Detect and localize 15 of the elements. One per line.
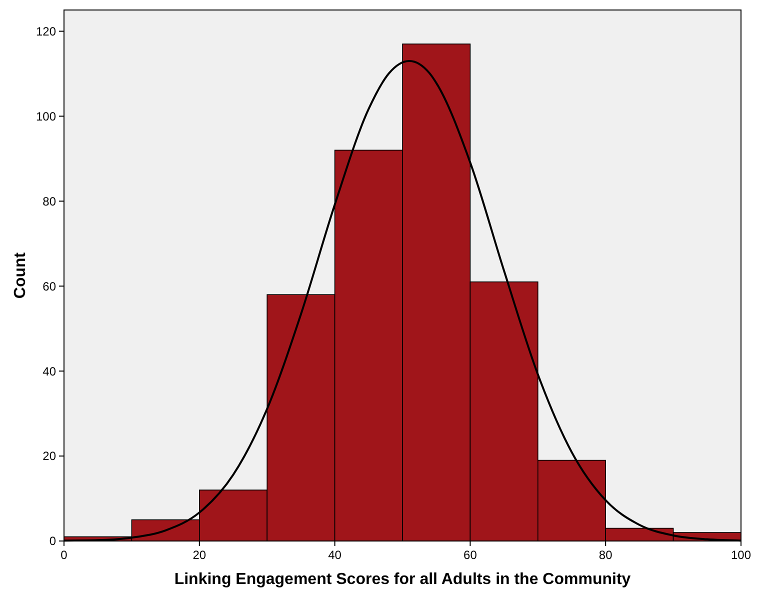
x-tick-label: 80 (598, 548, 613, 562)
x-tick-label: 0 (60, 548, 68, 562)
y-tick-label: 20 (42, 449, 56, 464)
y-tick-label: 60 (42, 279, 56, 294)
y-tick-label: 100 (36, 109, 56, 124)
x-tick-label: 40 (328, 548, 342, 562)
y-tick-label: 120 (36, 24, 56, 38)
y-tick-label: 40 (42, 364, 56, 378)
x-axis-title: Linking Engagement Scores for all Adults in the Community (174, 571, 631, 588)
x-tick-label: 60 (464, 548, 478, 562)
y-axis-title: Count (12, 252, 29, 299)
x-tick-label: 100 (730, 548, 752, 562)
x-tick-label: 20 (192, 548, 206, 562)
y-tick-label: 0 (49, 534, 56, 548)
y-tick-label: 80 (42, 194, 56, 208)
